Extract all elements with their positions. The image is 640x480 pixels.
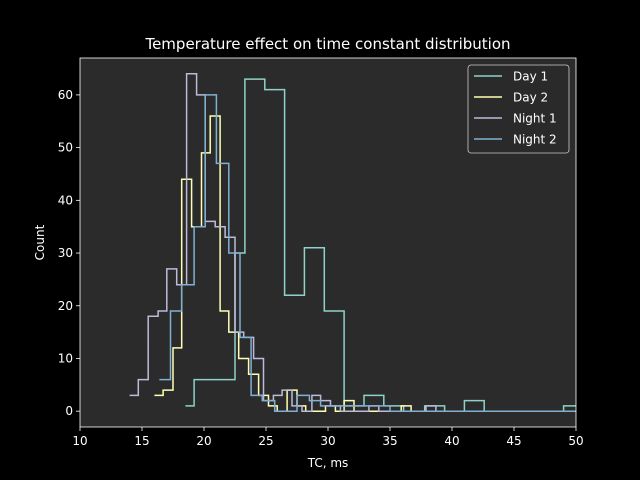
series-day-2-line	[154, 115, 412, 412]
x-axis: 10 15 20 25 30 35 40 45 50	[72, 427, 584, 448]
y-tick-label: 10	[58, 351, 73, 365]
y-tick-label: 0	[65, 404, 73, 418]
y-tick-label: 20	[58, 299, 73, 313]
series-night-2-line	[159, 94, 576, 412]
series-night-1-line	[129, 73, 446, 412]
x-tick-label: 10	[72, 434, 87, 448]
legend-label-night-1: Night 1	[513, 112, 557, 126]
y-tick-label: 50	[58, 141, 73, 155]
x-tick-label: 50	[568, 434, 583, 448]
x-tick-label: 20	[196, 434, 211, 448]
x-tick-label: 40	[444, 434, 459, 448]
y-tick-label: 30	[58, 246, 73, 260]
legend-label-night-2: Night 2	[513, 133, 557, 147]
legend-box	[467, 64, 570, 154]
x-tick-label: 35	[382, 434, 397, 448]
x-axis-label: TC, ms	[307, 456, 349, 470]
x-tick-label: 30	[320, 434, 335, 448]
legend: Day 1 Day 2 Night 1 Night 2	[467, 64, 570, 154]
y-tick-label: 40	[58, 193, 73, 207]
y-axis-label: Count	[33, 224, 47, 260]
y-tick-label: 60	[58, 88, 73, 102]
legend-label-day-1: Day 1	[513, 70, 548, 84]
x-tick-label: 25	[258, 434, 273, 448]
x-tick-label: 45	[506, 434, 521, 448]
series-layer	[129, 73, 576, 412]
x-tick-label: 15	[134, 434, 149, 448]
y-axis: 0 10 20 30 40 50 60	[58, 88, 80, 418]
chart-title: Temperature effect on time constant dist…	[144, 35, 510, 53]
legend-label-day-2: Day 2	[513, 91, 548, 105]
